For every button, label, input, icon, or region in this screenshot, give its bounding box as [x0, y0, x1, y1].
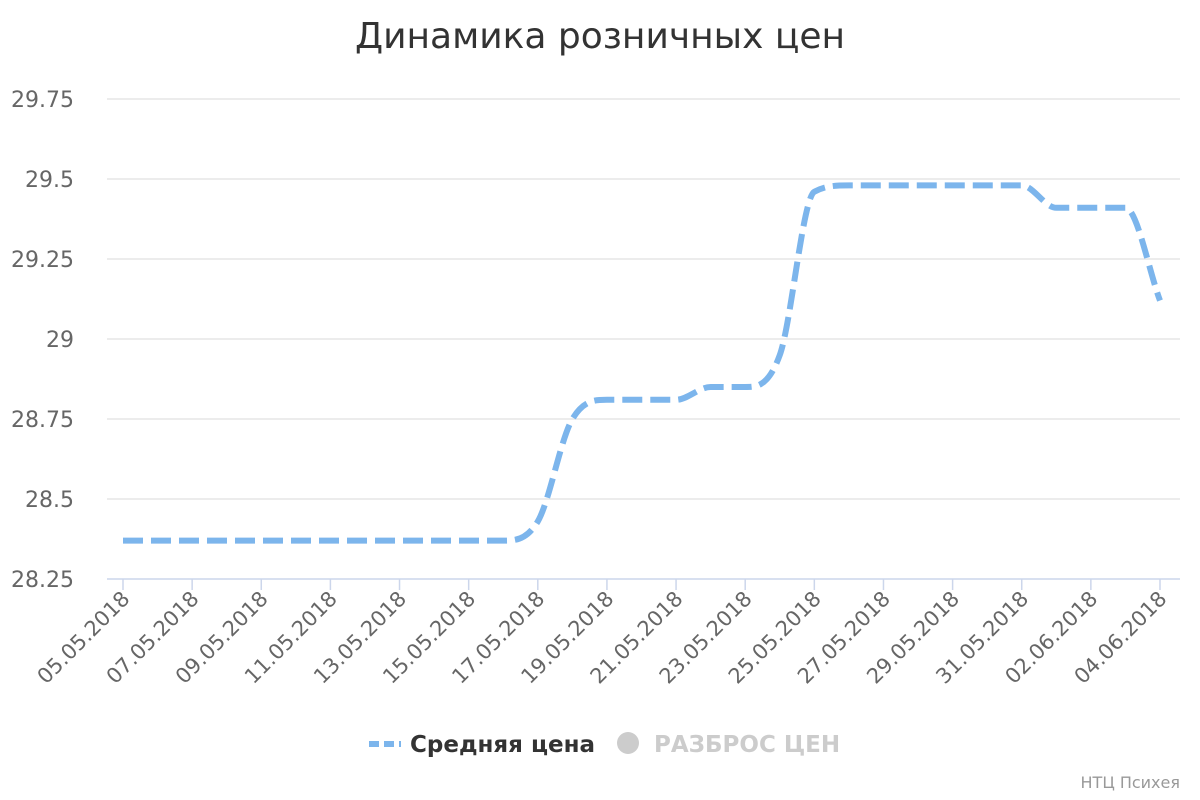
y-axis: 28.25 28.5 28.75 29 29.25 29.5 29.75	[11, 88, 74, 593]
series-line-average-price[interactable]	[122, 182, 1163, 544]
y-tick-label: 29.75	[11, 88, 74, 113]
y-tick-label: 29	[46, 328, 74, 353]
y-tick-label: 28.75	[11, 408, 74, 433]
legend-circle-icon	[617, 732, 639, 754]
y-tick-label: 28.5	[25, 488, 74, 513]
legend: Средняя цена РАЗБРОС ЦЕН	[369, 732, 840, 758]
credits-text[interactable]: НТЦ Психея	[1081, 773, 1180, 792]
y-tick-label: 28.25	[11, 568, 74, 593]
legend-label-average-price: Средняя цена	[410, 732, 595, 758]
chart-title: Динамика розничных цен	[355, 16, 845, 57]
y-tick-label: 29.25	[11, 248, 74, 273]
grid	[107, 98, 1180, 500]
legend-item-average-price[interactable]: Средняя цена	[369, 732, 595, 758]
x-axis: 05.05.201807.05.201809.05.201811.05.2018…	[33, 578, 1180, 689]
plot-area	[122, 182, 1163, 544]
legend-item-price-spread[interactable]: РАЗБРОС ЦЕН	[617, 732, 840, 758]
legend-label-price-spread: РАЗБРОС ЦЕН	[654, 732, 840, 758]
y-tick-label: 29.5	[25, 168, 74, 193]
